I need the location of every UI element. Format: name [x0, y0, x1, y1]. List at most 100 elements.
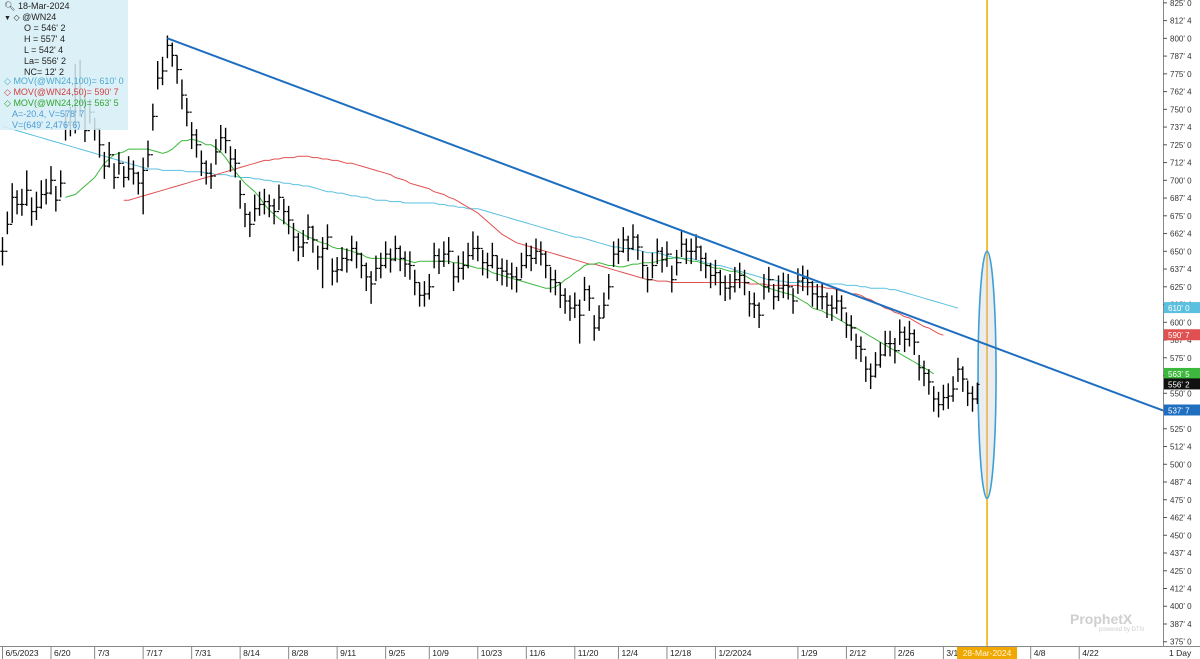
price-bar: [53, 179, 59, 212]
price-bar: [189, 111, 194, 150]
price-bar: [213, 139, 219, 177]
x-tick-label: 7/31: [195, 648, 212, 658]
price-bar: [587, 285, 592, 311]
price-bar: [689, 238, 694, 265]
price-bar: [237, 162, 243, 209]
y-tick-label: 587' 4: [1170, 336, 1192, 345]
y-tick-label: 700' 0: [1170, 176, 1192, 185]
price-bar: [441, 241, 447, 267]
price-bar: [155, 61, 160, 118]
price-bar: [635, 234, 641, 260]
last-value: La= 556' 2: [24, 56, 67, 66]
price-bar: [834, 288, 839, 314]
magnifier-icon[interactable]: 🔍︎: [4, 1, 16, 11]
price-bar: [839, 295, 844, 321]
x-tick-label: 1/29: [801, 648, 818, 658]
price-bar: [819, 283, 825, 310]
high-value: H = 557' 4: [24, 34, 65, 44]
y-tick-label: 425' 0: [1170, 567, 1192, 576]
price-bar: [0, 237, 5, 266]
y-tick-label: 812' 4: [1170, 17, 1192, 26]
price-bar: [383, 241, 388, 269]
price-bar: [897, 319, 902, 352]
price-bar: [640, 246, 645, 279]
price-bar: [737, 262, 742, 289]
price-bar: [359, 252, 364, 279]
price-bar: [281, 196, 286, 225]
price-bar: [431, 242, 437, 288]
ma50-line: [123, 155, 944, 336]
price-bar: [693, 234, 699, 260]
low-value: L = 542' 4: [24, 45, 64, 55]
price-bar: [451, 250, 456, 292]
price-bar: [116, 151, 122, 179]
interval-label: 1 Day: [1169, 648, 1192, 658]
price-bar: [528, 245, 534, 272]
price-bar: [621, 227, 626, 253]
price-bar: [121, 162, 126, 188]
price-bar: [296, 232, 301, 262]
price-bar: [912, 329, 917, 355]
price-bar: [606, 274, 611, 306]
price-bar: [58, 170, 63, 201]
trendline-layer[interactable]: [167, 37, 1164, 412]
price-bar: [339, 247, 345, 272]
price-bar: [659, 247, 665, 273]
y-tick-label: 437' 4: [1170, 549, 1192, 558]
x-tick-label: 3/11: [946, 648, 962, 658]
x-tick-label: 6/5/2023: [6, 648, 39, 658]
price-bar: [955, 357, 961, 390]
price-bar: [412, 264, 417, 296]
price-bar: [499, 258, 505, 286]
price-bar: [596, 305, 602, 331]
price-bar: [325, 224, 330, 250]
price-bar: [703, 252, 708, 279]
price-bar: [461, 251, 466, 280]
price-bar: [771, 279, 776, 310]
y-tick-label: 387' 4: [1170, 620, 1192, 629]
y-tick-label: 450' 0: [1170, 531, 1192, 540]
price-bar: [276, 184, 282, 213]
price-bar: [718, 269, 723, 296]
price-bar: [5, 211, 10, 252]
price-badge: [1164, 367, 1200, 379]
price-bar: [475, 235, 480, 262]
y-tick-label: 825' 0: [1170, 0, 1192, 8]
price-bar: [679, 231, 684, 264]
price-bar: [650, 252, 655, 281]
projection-ellipse: [977, 250, 997, 500]
price-bar: [592, 297, 597, 341]
price-bar: [713, 259, 718, 286]
price-bar: [815, 283, 820, 310]
symbol-row[interactable]: ▼ ◇ @WN24: [4, 12, 56, 24]
diamond-icon: ◇: [4, 87, 11, 97]
price-bar: [111, 154, 117, 189]
ma50-legend[interactable]: ◇ MOV(@WN24,50)= 590' 7: [4, 87, 119, 98]
ma100-legend[interactable]: ◇ MOV(@WN24,100)= 610' 0: [4, 76, 124, 87]
ma20-legend[interactable]: ◇ MOV(@WN24,20)= 563' 5: [4, 98, 119, 109]
y-tick-label: 400' 0: [1170, 602, 1192, 611]
price-bar: [509, 262, 514, 290]
price-bar: [553, 269, 558, 296]
price-bar: [48, 166, 54, 195]
price-bar: [271, 198, 277, 225]
price-bar: [490, 242, 495, 269]
price-bar: [24, 170, 29, 206]
price-bar: [630, 224, 636, 250]
price-badge-label: 537' 7: [1168, 406, 1190, 415]
highlight-date-box: [957, 647, 1018, 659]
price-bar: [354, 241, 359, 269]
price-axis[interactable]: 375' 0 387' 4 400' 0 412' 4 425' 0 437' 4 450'…: [1163, 0, 1200, 647]
ma50-label: MOV(@WN24,50)= 590' 7: [13, 87, 119, 97]
open-value: O = 546' 2: [24, 23, 66, 33]
price-badge-label: 590' 7: [1168, 331, 1190, 340]
price-bar: [853, 327, 859, 360]
price-bar: [131, 160, 136, 185]
price-bar: [194, 129, 199, 158]
date-axis[interactable]: 6/5/2023 6/20 7/3 7/17 7/31 8/14 8/28 9/11 9/25 1…: [2, 646, 1192, 659]
triangle-down-icon[interactable]: ▼: [4, 15, 11, 22]
y-tick-label: 525' 0: [1170, 425, 1192, 434]
price-bar: [747, 281, 752, 317]
